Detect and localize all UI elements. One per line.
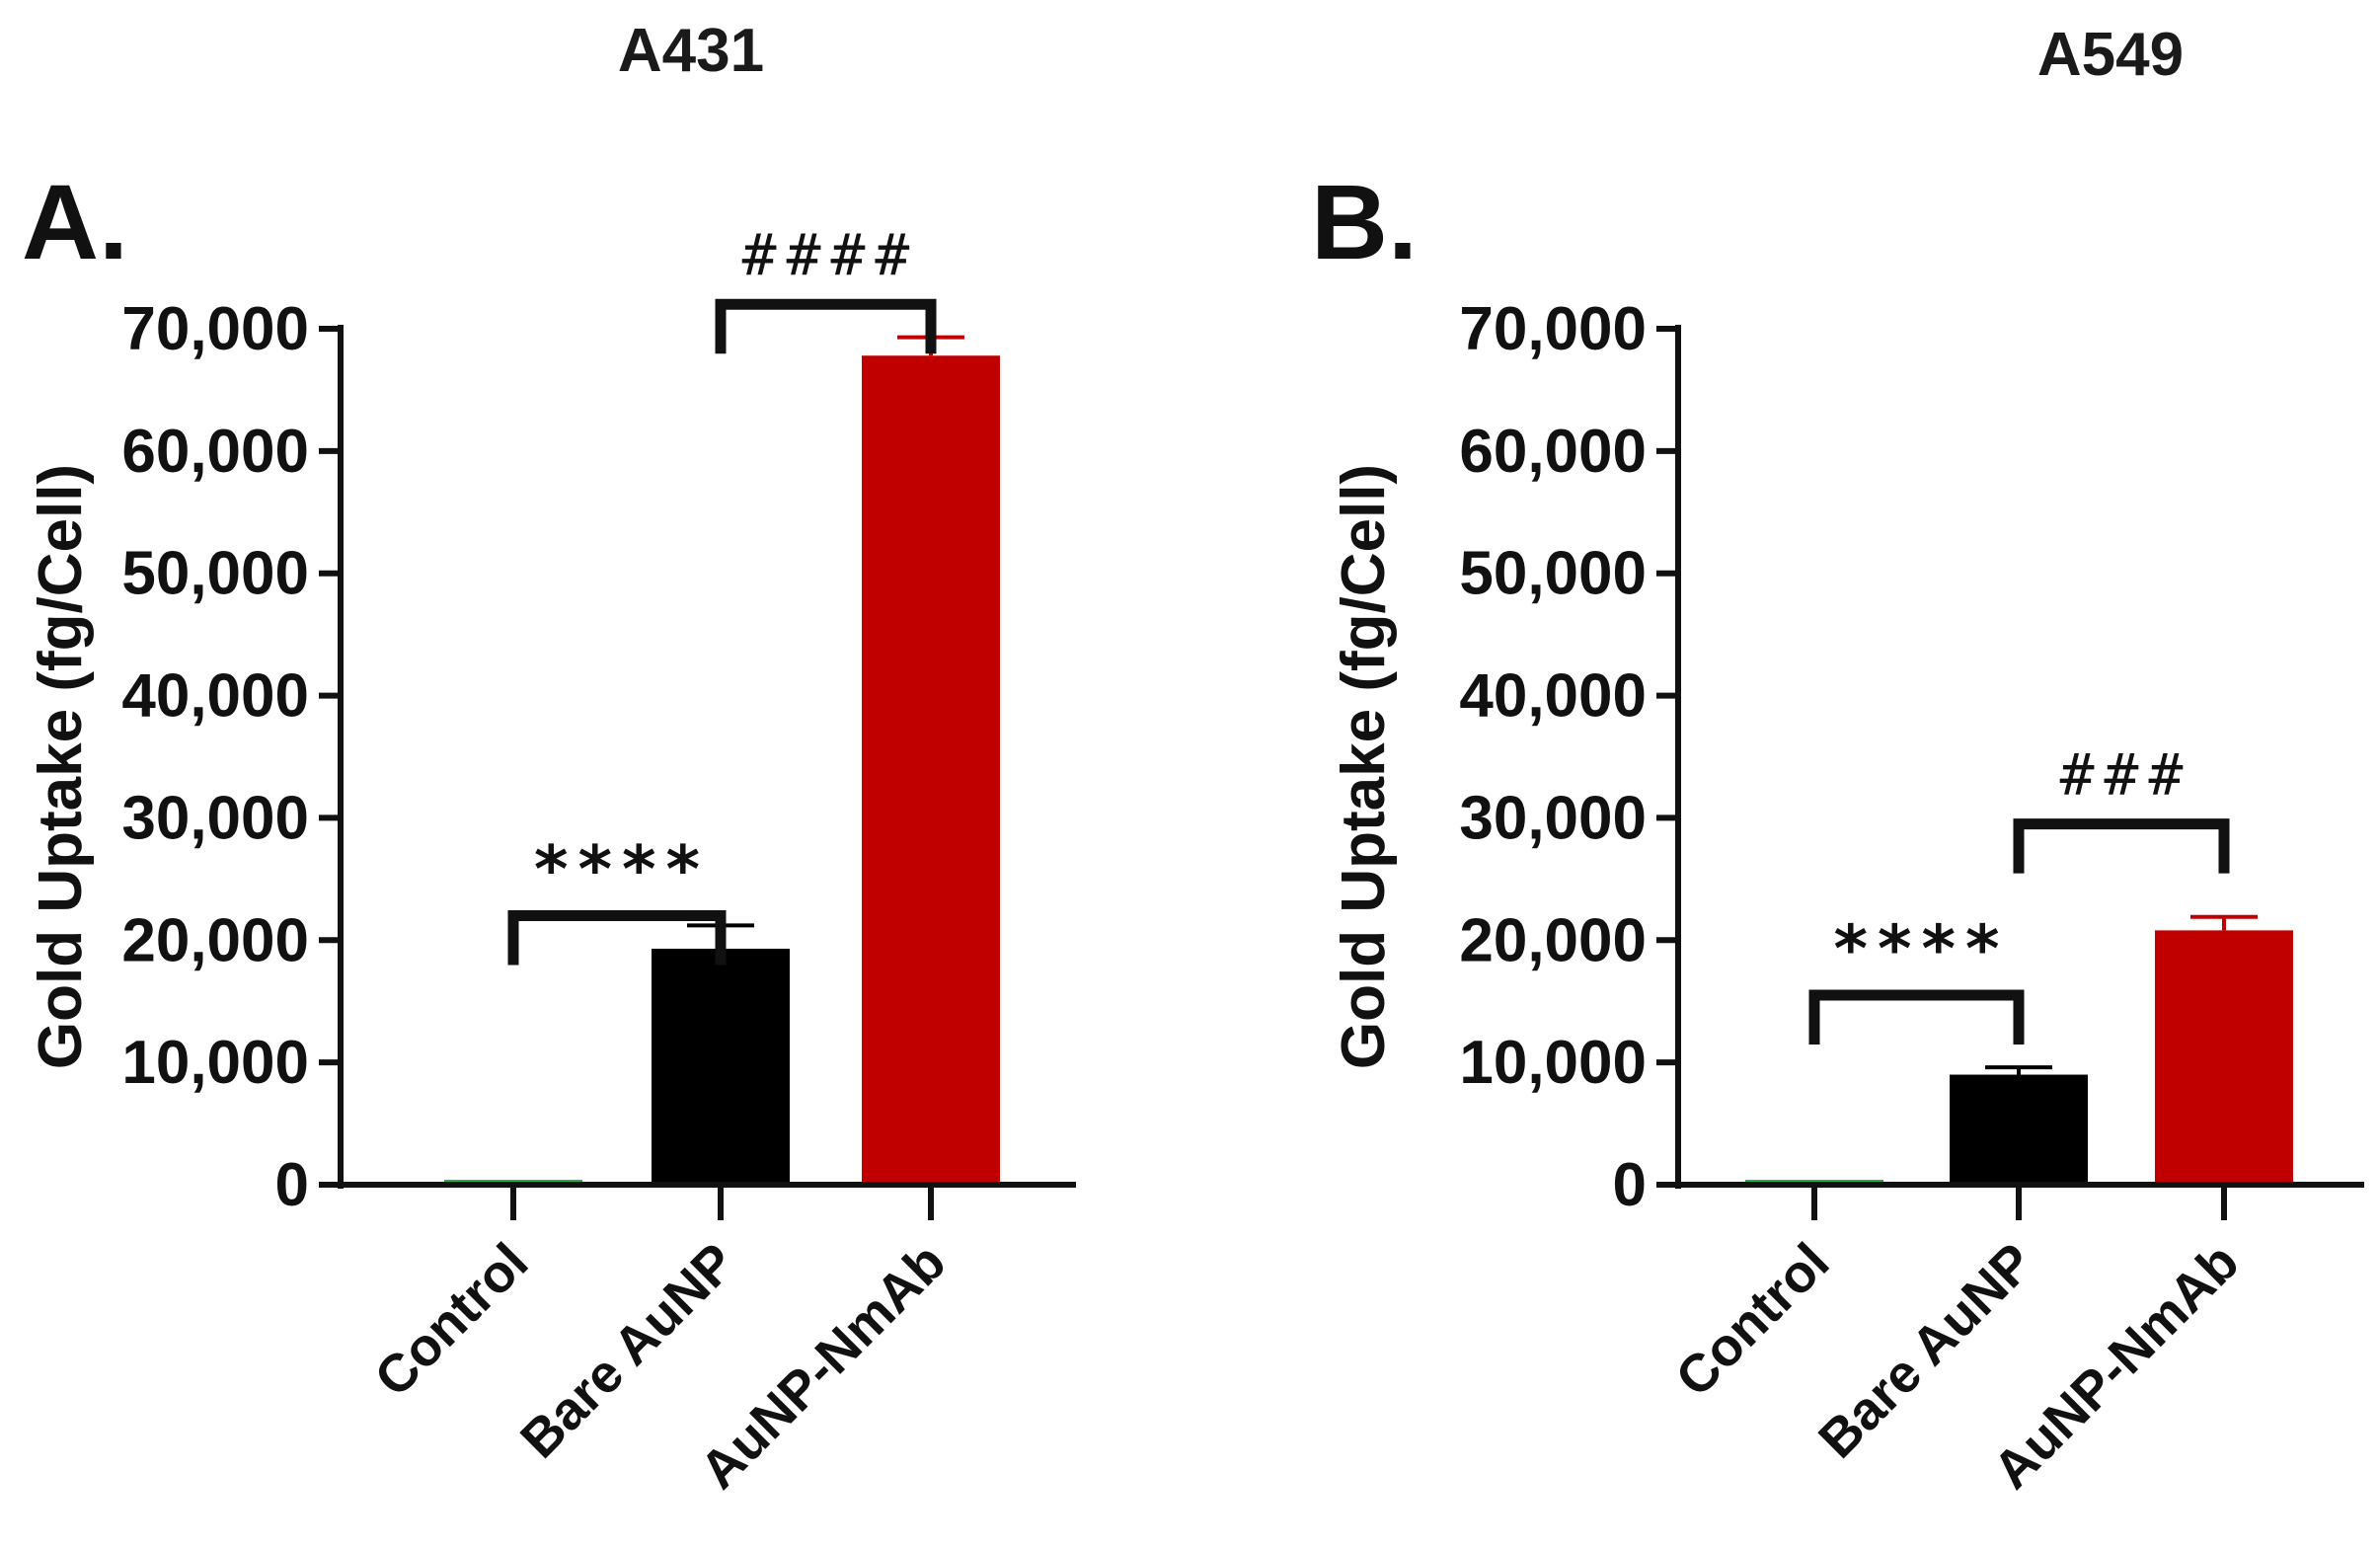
y-tick-label: 30,000 bbox=[121, 784, 309, 852]
y-tick-label: 10,000 bbox=[121, 1029, 309, 1097]
significance-bracket bbox=[715, 298, 937, 354]
y-tick-label: 10,000 bbox=[1459, 1029, 1647, 1097]
significance-bracket bbox=[2013, 818, 2230, 874]
y-tick-label: 70,000 bbox=[1459, 295, 1647, 363]
y-tick-label: 30,000 bbox=[1459, 784, 1647, 852]
y-axis-label: Gold Uptake (fg/Cell) bbox=[27, 464, 95, 1069]
significance-label: **** bbox=[1833, 911, 2009, 987]
significance-bracket bbox=[1808, 989, 2025, 1046]
chart-title: A549 bbox=[2037, 21, 2184, 89]
y-tick-label: 40,000 bbox=[121, 662, 309, 731]
y-tick-label: 40,000 bbox=[1459, 662, 1647, 731]
x-tick-label: Control bbox=[1664, 1232, 1840, 1408]
panel-label: A. bbox=[22, 162, 128, 281]
y-tick-label: 20,000 bbox=[121, 906, 309, 974]
y-tick-label: 70,000 bbox=[121, 295, 309, 363]
y-axis-label: Gold Uptake (fg/Cell) bbox=[1330, 464, 1398, 1069]
y-tick-label: 60,000 bbox=[1459, 418, 1647, 486]
y-tick-label: 0 bbox=[1613, 1151, 1647, 1219]
y-tick-label: 50,000 bbox=[1459, 540, 1647, 608]
x-tick-label: Bare AuNP bbox=[509, 1232, 746, 1469]
bar-bare-aunp bbox=[1950, 1074, 2088, 1185]
chart-title: A431 bbox=[618, 17, 764, 85]
y-tick-label: 0 bbox=[275, 1151, 309, 1219]
bar-aunp-nmab bbox=[862, 355, 1000, 1186]
y-tick-label: 50,000 bbox=[121, 540, 309, 608]
x-tick-label: Control bbox=[363, 1232, 539, 1408]
chart-panel-a431: A431 A. Gold Uptake (fg/Cell) 0 10,000 20,000… bbox=[22, 17, 1076, 1501]
significance-bracket bbox=[507, 910, 727, 966]
panel-label: B. bbox=[1311, 162, 1418, 281]
significance-label: ### bbox=[2060, 741, 2193, 809]
significance-label: #### bbox=[742, 221, 920, 288]
chart-panel-a549: A549 B. Gold Uptake (fg/Cell) 0 10,000 20,000… bbox=[1311, 21, 2364, 1501]
bar-aunp-nmab bbox=[2155, 930, 2293, 1185]
y-tick-label: 20,000 bbox=[1459, 906, 1647, 974]
y-tick-label: 60,000 bbox=[121, 418, 309, 486]
significance-label: **** bbox=[534, 832, 710, 908]
bar-bare-aunp bbox=[652, 948, 790, 1185]
